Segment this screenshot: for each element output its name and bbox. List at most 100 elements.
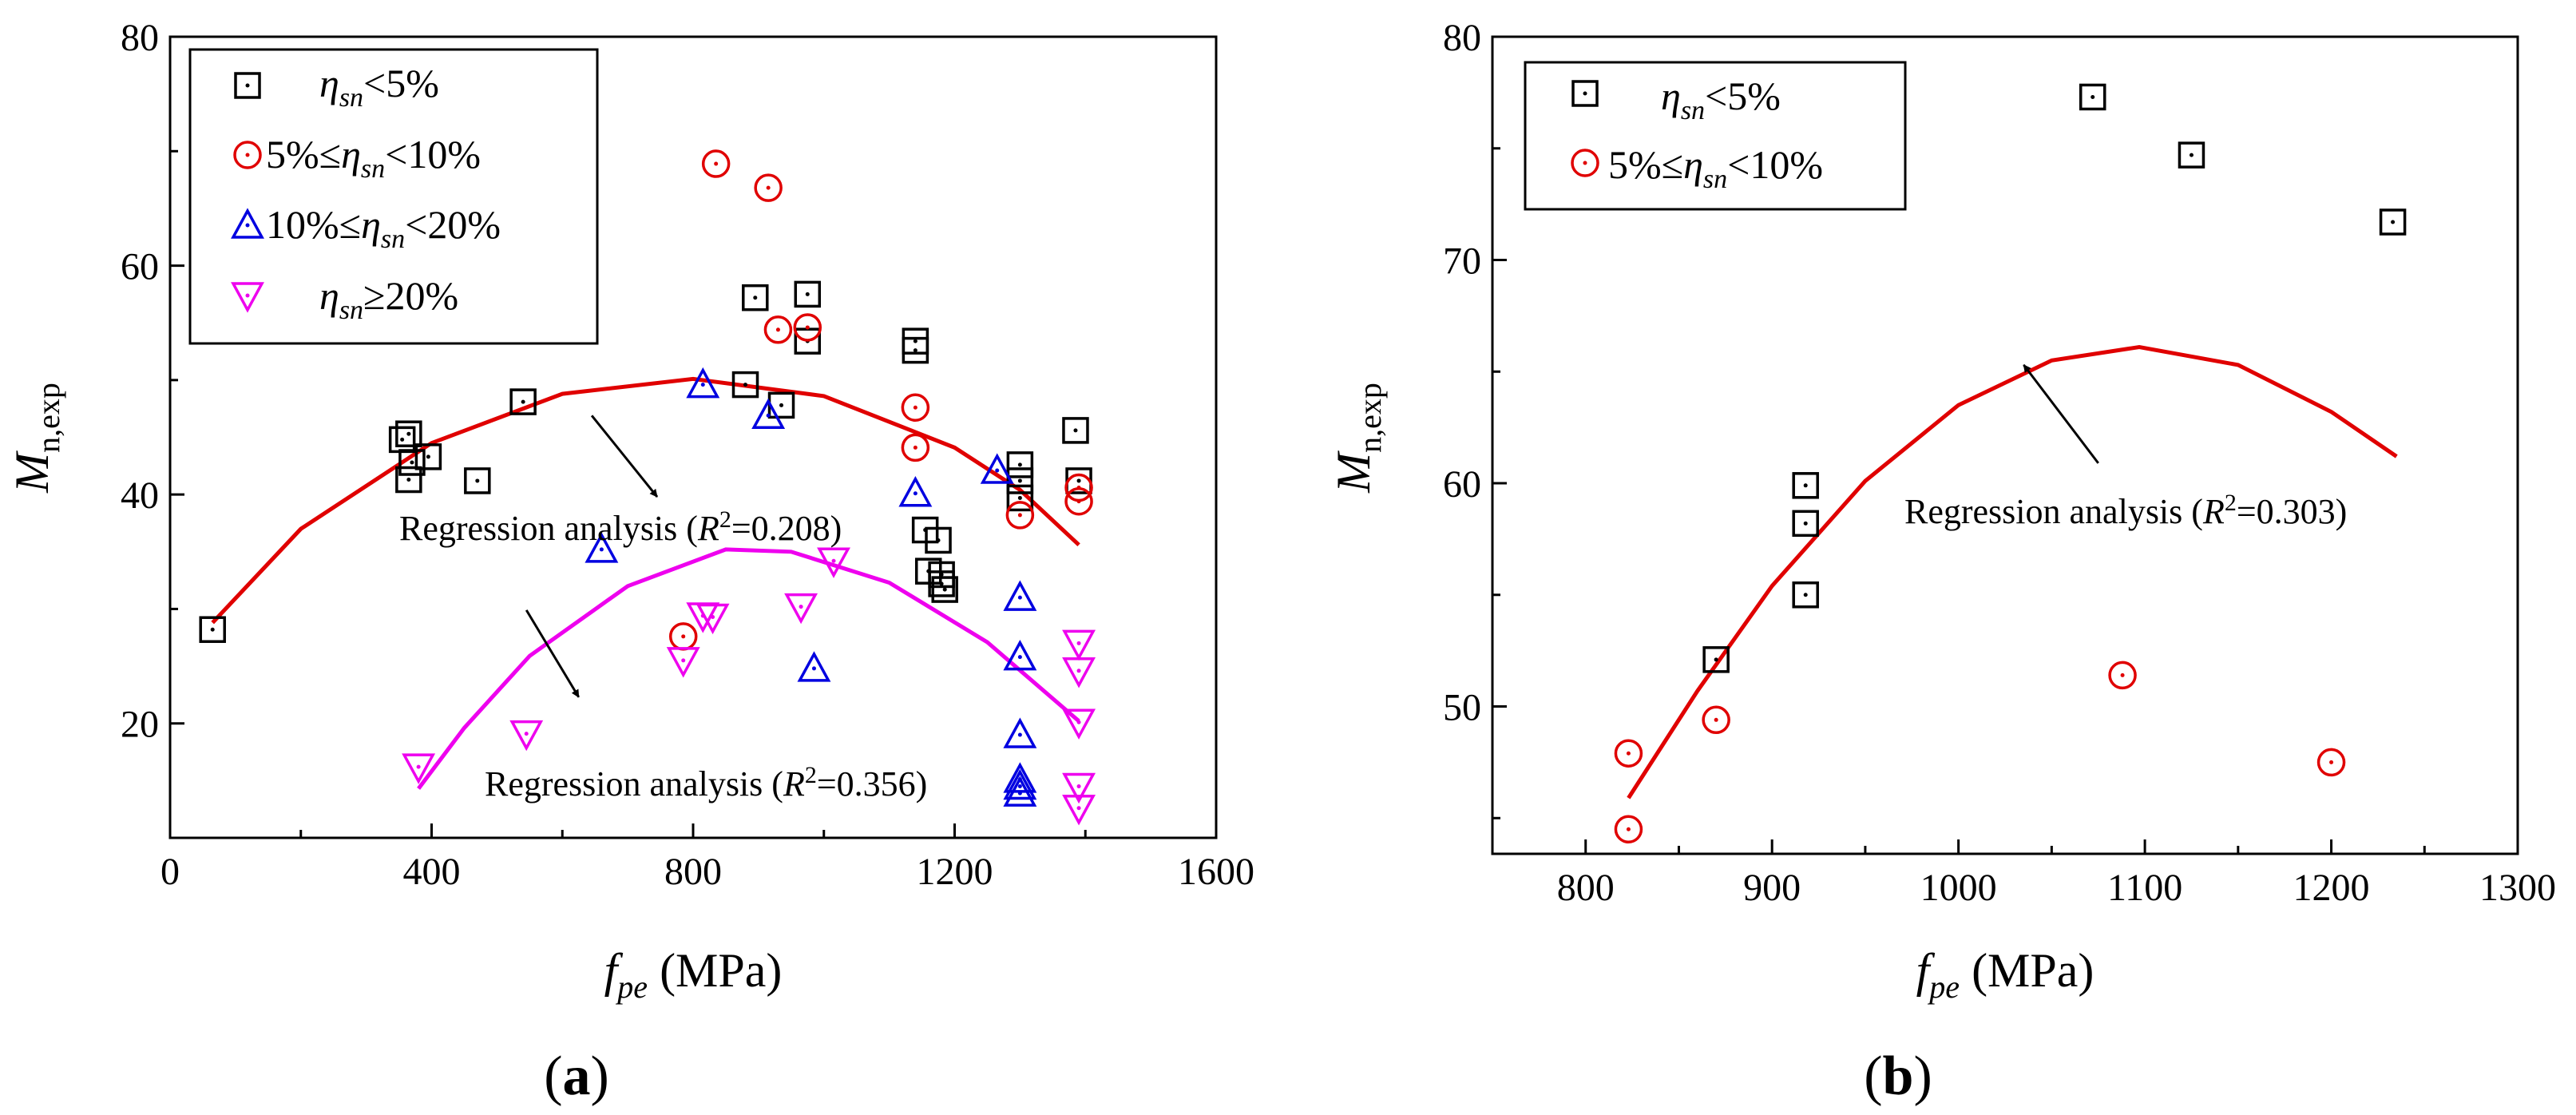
data-point-triangle-up bbox=[1003, 639, 1037, 671]
fit-curve-b bbox=[1627, 344, 2398, 800]
legend-marker-triangle-up bbox=[231, 208, 264, 239]
data-point-square-center-dot bbox=[743, 383, 747, 387]
data-point-square-center-dot bbox=[1803, 593, 1808, 597]
legend-marker-circle-center-dot bbox=[1583, 161, 1587, 165]
data-point-triangle-up bbox=[1003, 768, 1037, 800]
data-point-square bbox=[398, 449, 426, 476]
data-point-square bbox=[1792, 581, 1819, 609]
data-point-square-center-dot bbox=[400, 437, 405, 442]
annotation-b: Regression analysis (R2=0.303) bbox=[1904, 490, 2347, 531]
series-etasnlt5pct bbox=[1702, 83, 2407, 673]
legend-marker-circle bbox=[233, 141, 262, 169]
chart-panel-a: 0 400 800 1200 1600 20 40 60 80 Mn,exp fpe (MPa)… bbox=[6, 17, 1254, 1107]
data-point-triangle-up bbox=[751, 398, 786, 430]
data-point-triangle-up-center-dot bbox=[1017, 595, 1022, 600]
legend-marker-triangle-up-center-dot bbox=[245, 223, 250, 228]
x-tick-label-a: 400 bbox=[403, 851, 461, 893]
data-point-triangle-up-center-dot bbox=[1017, 655, 1022, 660]
data-point-circle bbox=[1005, 501, 1035, 530]
data-point-square bbox=[2379, 208, 2407, 236]
data-point-triangle-down-center-dot bbox=[1076, 806, 1081, 811]
y-tick-label-b: 50 bbox=[1443, 687, 1481, 729]
data-point-square-center-dot bbox=[2091, 94, 2095, 99]
data-point-square-center-dot bbox=[521, 399, 525, 404]
x-tick-label-b: 1200 bbox=[2293, 867, 2370, 909]
data-point-triangle-down-center-dot bbox=[1076, 784, 1081, 789]
data-point-circle-center-dot bbox=[2120, 673, 2125, 677]
y-tick-label-a: 80 bbox=[121, 17, 159, 59]
y-tick-label-b: 60 bbox=[1443, 463, 1481, 506]
data-point-square-center-dot bbox=[1017, 495, 1022, 500]
legend-marker-circle-center-dot bbox=[245, 153, 250, 157]
legend-marker-triangle-down-center-dot bbox=[245, 293, 250, 298]
data-point-triangle-down-center-dot bbox=[524, 732, 529, 736]
data-point-triangle-down bbox=[696, 603, 730, 635]
data-point-triangle-up-center-dot bbox=[811, 666, 816, 671]
data-point-square bbox=[414, 443, 442, 470]
legend-marker-square bbox=[1571, 80, 1599, 107]
x-tick-label-a: 1200 bbox=[917, 851, 993, 893]
legend-a: ηsn<5% 5%≤ηsn<10% 10%≤ηsn<20% ηsn≥20% bbox=[188, 48, 599, 345]
panel-label-b: (b) bbox=[1864, 1046, 1932, 1107]
data-point-circle bbox=[763, 315, 793, 344]
data-point-circle-center-dot bbox=[913, 445, 917, 450]
plot-frame-b bbox=[1491, 35, 2519, 855]
data-points-a bbox=[199, 149, 1096, 826]
series-5pctleetasnlt10pct bbox=[1614, 661, 2346, 844]
data-point-square bbox=[928, 570, 955, 597]
fit-curves-a bbox=[211, 376, 1080, 790]
data-point-triangle-down bbox=[1062, 708, 1096, 740]
data-point-square-center-dot bbox=[2391, 220, 2396, 224]
data-point-circle-center-dot bbox=[1626, 751, 1631, 756]
data-point-triangle-up-center-dot bbox=[995, 468, 1000, 473]
data-point-circle bbox=[2108, 661, 2137, 690]
legend-marker-square-center-dot bbox=[1583, 91, 1587, 96]
x-tick-label-b: 800 bbox=[1557, 867, 1615, 909]
data-point-triangle-up bbox=[686, 367, 720, 399]
y-tick-label-a: 20 bbox=[121, 704, 159, 746]
annotation-arrow-b bbox=[2023, 363, 2099, 464]
data-point-triangle-down bbox=[509, 720, 544, 752]
data-point-square-center-dot bbox=[1017, 462, 1022, 467]
data-point-triangle-up-center-dot bbox=[1017, 784, 1022, 789]
data-point-square-center-dot bbox=[913, 348, 917, 353]
data-point-triangle-up-center-dot bbox=[913, 491, 917, 496]
data-point-square-center-dot bbox=[1803, 483, 1808, 488]
data-point-triangle-up bbox=[585, 532, 619, 563]
data-point-triangle-up-center-dot bbox=[599, 547, 604, 552]
data-point-triangle-down-center-dot bbox=[799, 605, 803, 609]
data-point-circle-center-dot bbox=[2329, 760, 2334, 764]
data-point-circle-center-dot bbox=[714, 161, 719, 166]
x-tick-label-a: 800 bbox=[664, 851, 722, 893]
data-point-circle bbox=[701, 149, 731, 178]
data-point-square-center-dot bbox=[426, 454, 430, 459]
data-point-square bbox=[395, 466, 422, 494]
y-tick-label-a: 60 bbox=[121, 246, 159, 288]
data-point-square bbox=[509, 388, 537, 415]
data-point-square-center-dot bbox=[1017, 478, 1022, 483]
data-point-square bbox=[794, 280, 822, 308]
legend-b: ηsn<5% 5%≤ηsn<10% bbox=[1524, 61, 1907, 211]
data-point-square-center-dot bbox=[805, 292, 810, 296]
data-point-triangle-down bbox=[1062, 772, 1096, 804]
data-point-triangle-down bbox=[1062, 794, 1096, 826]
data-point-triangle-up-center-dot bbox=[700, 383, 705, 387]
data-point-triangle-down-center-dot bbox=[1076, 641, 1081, 645]
data-point-circle bbox=[793, 313, 822, 342]
legend-marker-triangle-down bbox=[231, 282, 264, 313]
data-point-square-center-dot bbox=[1714, 657, 1718, 662]
data-point-triangle-up bbox=[898, 476, 933, 507]
data-point-circle bbox=[1064, 486, 1093, 516]
data-point-square-center-dot bbox=[939, 581, 944, 586]
series-5pctleetasnlt10pct bbox=[668, 149, 1093, 651]
data-point-triangle-up bbox=[1003, 717, 1037, 748]
data-point-circle-center-dot bbox=[775, 327, 780, 332]
data-point-triangle-down bbox=[817, 547, 850, 578]
y-tick-label-b: 70 bbox=[1443, 240, 1481, 283]
data-point-circle-center-dot bbox=[1714, 717, 1718, 722]
data-point-square bbox=[902, 336, 929, 364]
data-point-square bbox=[742, 284, 769, 311]
data-point-square bbox=[199, 616, 226, 643]
legend-marker-square bbox=[234, 72, 261, 99]
series-etasnge20pct bbox=[402, 547, 1096, 826]
